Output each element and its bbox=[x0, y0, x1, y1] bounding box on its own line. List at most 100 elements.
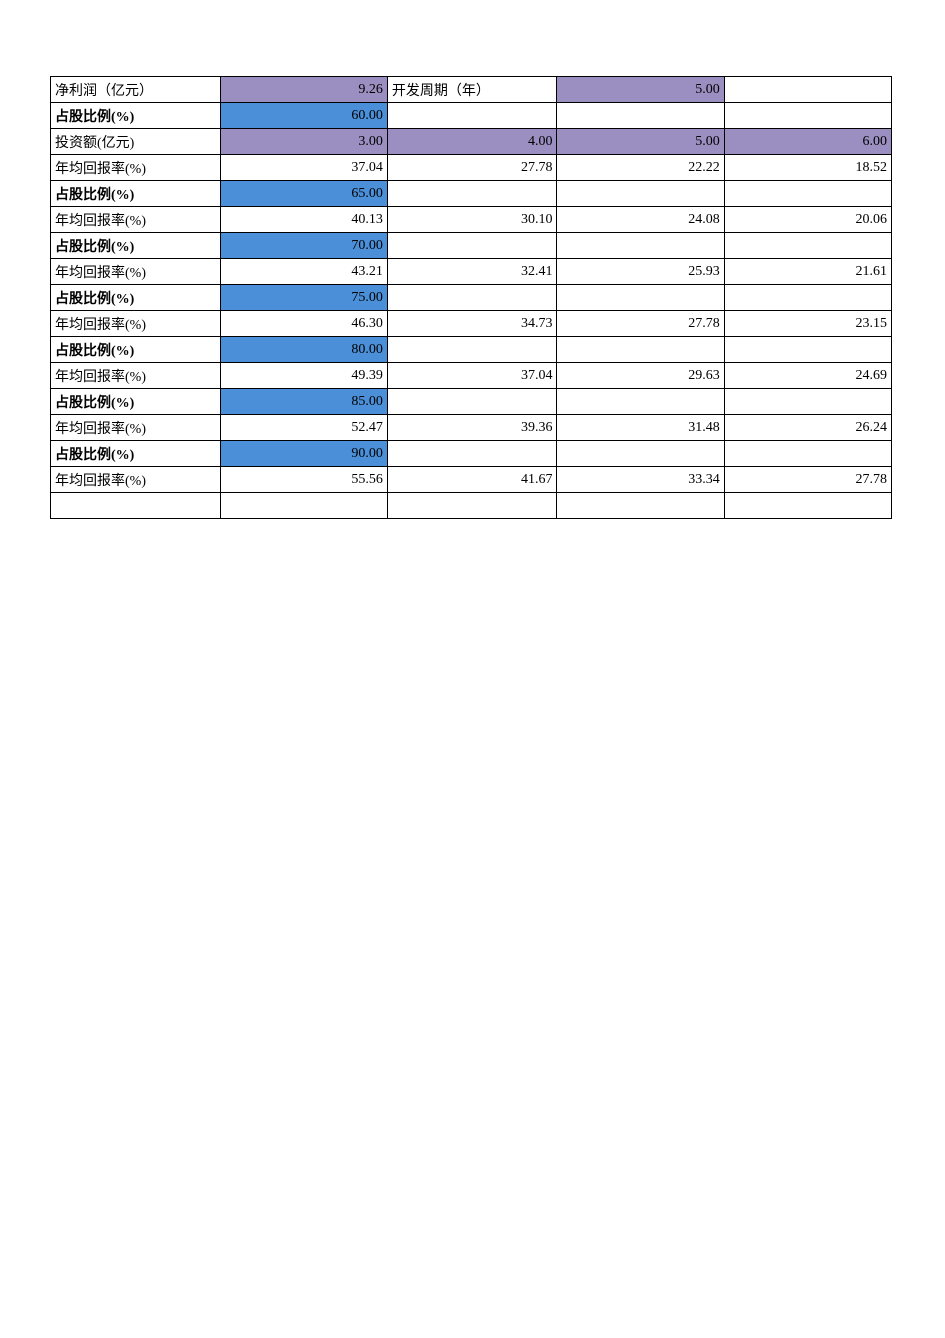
return-value: 52.47 bbox=[220, 415, 387, 441]
equity-value: 75.00 bbox=[220, 285, 387, 311]
empty-cell bbox=[387, 285, 557, 311]
return-value: 27.78 bbox=[724, 467, 891, 493]
return-value: 21.61 bbox=[724, 259, 891, 285]
dev-cycle-value: 5.00 bbox=[557, 77, 724, 103]
return-value: 22.22 bbox=[557, 155, 724, 181]
equity-value: 90.00 bbox=[220, 441, 387, 467]
return-label: 年均回报率(%) bbox=[51, 415, 221, 441]
return-value: 46.30 bbox=[220, 311, 387, 337]
empty-cell bbox=[557, 103, 724, 129]
empty-cell bbox=[724, 233, 891, 259]
empty-cell bbox=[387, 337, 557, 363]
return-value: 27.78 bbox=[557, 311, 724, 337]
empty-cell bbox=[557, 493, 724, 519]
return-row: 年均回报率(%)46.3034.7327.7823.15 bbox=[51, 311, 892, 337]
empty-cell bbox=[724, 441, 891, 467]
return-value: 24.69 bbox=[724, 363, 891, 389]
equity-row: 占股比例(%)65.00 bbox=[51, 181, 892, 207]
equity-row: 占股比例(%)60.00 bbox=[51, 103, 892, 129]
empty-cell bbox=[724, 337, 891, 363]
empty-cell bbox=[724, 285, 891, 311]
return-value: 29.63 bbox=[557, 363, 724, 389]
equity-value: 60.00 bbox=[220, 103, 387, 129]
return-label: 年均回报率(%) bbox=[51, 467, 221, 493]
net-profit-value: 9.26 bbox=[220, 77, 387, 103]
return-label: 年均回报率(%) bbox=[51, 207, 221, 233]
return-value: 25.93 bbox=[557, 259, 724, 285]
return-label: 年均回报率(%) bbox=[51, 363, 221, 389]
empty-cell bbox=[724, 181, 891, 207]
return-label: 年均回报率(%) bbox=[51, 155, 221, 181]
investment-value: 6.00 bbox=[724, 129, 891, 155]
equity-value: 70.00 bbox=[220, 233, 387, 259]
empty-cell bbox=[387, 233, 557, 259]
return-row: 年均回报率(%)37.0427.7822.2218.52 bbox=[51, 155, 892, 181]
return-value: 37.04 bbox=[220, 155, 387, 181]
equity-value: 85.00 bbox=[220, 389, 387, 415]
dev-cycle-label: 开发周期（年） bbox=[387, 77, 557, 103]
return-row: 年均回报率(%)49.3937.0429.6324.69 bbox=[51, 363, 892, 389]
return-row: 年均回报率(%)40.1330.1024.0820.06 bbox=[51, 207, 892, 233]
empty-row bbox=[51, 493, 892, 519]
equity-label: 占股比例(%) bbox=[51, 233, 221, 259]
empty-cell bbox=[220, 493, 387, 519]
return-value: 34.73 bbox=[387, 311, 557, 337]
return-label: 年均回报率(%) bbox=[51, 259, 221, 285]
return-value: 31.48 bbox=[557, 415, 724, 441]
return-value: 41.67 bbox=[387, 467, 557, 493]
empty-cell bbox=[557, 441, 724, 467]
equity-value: 80.00 bbox=[220, 337, 387, 363]
equity-label: 占股比例(%) bbox=[51, 441, 221, 467]
empty-cell bbox=[557, 233, 724, 259]
empty-cell bbox=[557, 389, 724, 415]
investment-value: 4.00 bbox=[387, 129, 557, 155]
equity-label: 占股比例(%) bbox=[51, 285, 221, 311]
equity-label: 占股比例(%) bbox=[51, 389, 221, 415]
return-value: 39.36 bbox=[387, 415, 557, 441]
investment-label: 投资额(亿元) bbox=[51, 129, 221, 155]
return-value: 55.56 bbox=[220, 467, 387, 493]
empty-cell bbox=[387, 441, 557, 467]
header-row: 净利润（亿元）9.26开发周期（年）5.00 bbox=[51, 77, 892, 103]
empty-cell bbox=[51, 493, 221, 519]
empty-cell bbox=[724, 389, 891, 415]
return-value: 30.10 bbox=[387, 207, 557, 233]
net-profit-label: 净利润（亿元） bbox=[51, 77, 221, 103]
empty-cell bbox=[387, 493, 557, 519]
empty-cell bbox=[387, 389, 557, 415]
return-row: 年均回报率(%)43.2132.4125.9321.61 bbox=[51, 259, 892, 285]
return-row: 年均回报率(%)55.5641.6733.3427.78 bbox=[51, 467, 892, 493]
return-value: 37.04 bbox=[387, 363, 557, 389]
empty-cell bbox=[724, 493, 891, 519]
investment-value: 3.00 bbox=[220, 129, 387, 155]
equity-row: 占股比例(%)75.00 bbox=[51, 285, 892, 311]
return-value: 32.41 bbox=[387, 259, 557, 285]
return-value: 40.13 bbox=[220, 207, 387, 233]
equity-label: 占股比例(%) bbox=[51, 103, 221, 129]
return-value: 23.15 bbox=[724, 311, 891, 337]
equity-value: 65.00 bbox=[220, 181, 387, 207]
empty-cell bbox=[387, 181, 557, 207]
return-value: 18.52 bbox=[724, 155, 891, 181]
investment-row: 投资额(亿元)3.004.005.006.00 bbox=[51, 129, 892, 155]
return-value: 33.34 bbox=[557, 467, 724, 493]
equity-label: 占股比例(%) bbox=[51, 181, 221, 207]
return-row: 年均回报率(%)52.4739.3631.4826.24 bbox=[51, 415, 892, 441]
empty-cell bbox=[724, 77, 891, 103]
empty-cell bbox=[387, 103, 557, 129]
empty-cell bbox=[557, 285, 724, 311]
return-value: 20.06 bbox=[724, 207, 891, 233]
return-value: 27.78 bbox=[387, 155, 557, 181]
equity-row: 占股比例(%)85.00 bbox=[51, 389, 892, 415]
equity-row: 占股比例(%)90.00 bbox=[51, 441, 892, 467]
return-value: 43.21 bbox=[220, 259, 387, 285]
equity-label: 占股比例(%) bbox=[51, 337, 221, 363]
data-table: 净利润（亿元）9.26开发周期（年）5.00占股比例(%)60.00投资额(亿元… bbox=[50, 76, 892, 519]
return-value: 26.24 bbox=[724, 415, 891, 441]
page-container: 净利润（亿元）9.26开发周期（年）5.00占股比例(%)60.00投资额(亿元… bbox=[0, 0, 945, 569]
investment-value: 5.00 bbox=[557, 129, 724, 155]
empty-cell bbox=[724, 103, 891, 129]
empty-cell bbox=[557, 337, 724, 363]
return-label: 年均回报率(%) bbox=[51, 311, 221, 337]
empty-cell bbox=[557, 181, 724, 207]
